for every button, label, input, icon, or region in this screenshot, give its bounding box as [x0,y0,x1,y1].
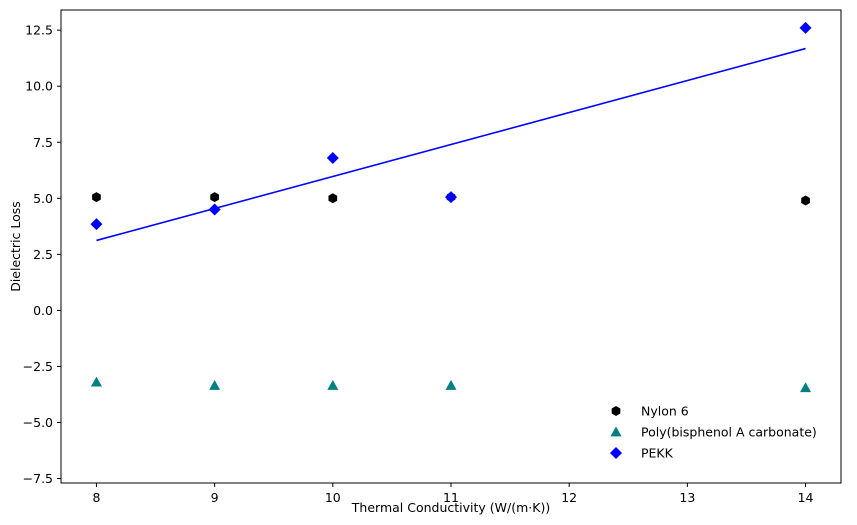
y-tick-label: −5.0 [23,415,53,430]
poly-bisphenol-a-carbonate-point [90,376,102,387]
poly-bisphenol-a-carbonate-point [327,379,339,390]
x-tick-label: 10 [325,490,341,505]
nylon-6-point [328,193,338,204]
x-tick-label: 9 [211,490,219,505]
poly-bisphenol-a-carbonate-point [445,379,457,390]
legend-marker-poly-bisphenol-a-carbonate [610,426,622,437]
pekk-point [208,203,221,216]
legend-label-nylon-6: Nylon 6 [641,404,689,419]
pekk-point [326,151,339,164]
plot-frame [60,9,842,484]
trend-line-layer [96,47,806,242]
x-axis: 8 9 10 11 12 13 14 [92,483,814,505]
y-axis: −7.5 −5.0 −2.5 0.0 2.5 5.0 7.5 10.0 12.5 [23,23,61,486]
pekk-trend-line [96,47,806,242]
x-tick-label: 14 [798,490,814,505]
poly-bisphenol-a-carbonate-point [209,379,221,390]
x-tick-label: 8 [92,490,100,505]
points-layer [90,21,812,393]
y-tick-label: 0.0 [33,303,53,318]
legend-marker-nylon-6 [611,406,621,416]
y-tick-label: 10.0 [25,79,53,94]
legend-marker-pekk [610,447,622,459]
x-tick-label: 13 [679,490,695,505]
y-axis-label: Dielectric Loss [8,201,23,292]
legend-label-pekk: PEKK [641,446,674,461]
nylon-6-point [92,192,101,203]
y-tick-label: 2.5 [33,247,53,262]
pekk-point [90,218,103,231]
y-tick-label: 5.0 [33,191,53,206]
nylon-6-point [801,195,810,206]
nylon-6-point [210,192,219,203]
x-tick-label: 11 [443,490,459,505]
x-tick-label: 12 [561,490,577,505]
y-tick-label: 7.5 [33,135,53,150]
y-tick-label: 12.5 [25,23,53,38]
y-tick-label: −7.5 [23,471,53,486]
legend: Nylon 6 Poly(bisphenol A carbonate) PEKK [610,404,817,461]
x-axis-label: Thermal Conductivity (W/(m·K)) [351,500,550,515]
pekk-point [445,191,457,204]
pekk-point [799,21,812,34]
y-tick-label: −2.5 [23,359,53,374]
legend-label-poly-bisphenol-a-carbonate: Poly(bisphenol A carbonate) [641,425,817,440]
poly-bisphenol-a-carbonate-point [800,382,812,393]
